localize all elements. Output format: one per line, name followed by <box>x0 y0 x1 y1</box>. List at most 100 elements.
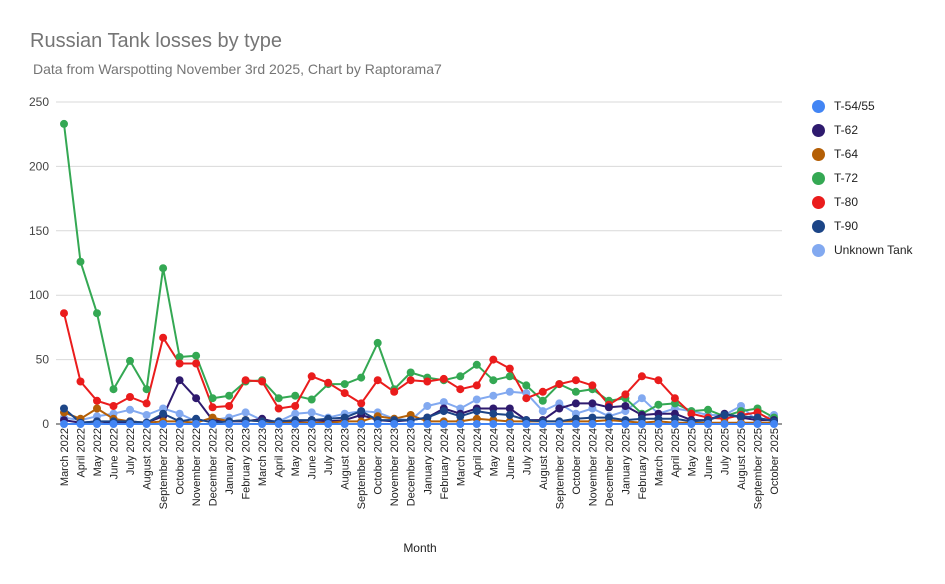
data-point[interactable] <box>737 420 745 428</box>
data-point[interactable] <box>340 389 349 398</box>
data-point[interactable] <box>274 420 283 428</box>
data-point[interactable] <box>192 420 201 428</box>
data-point[interactable] <box>192 394 201 403</box>
data-point[interactable] <box>142 399 151 408</box>
data-point[interactable] <box>439 374 448 383</box>
data-point[interactable] <box>571 376 580 385</box>
data-point[interactable] <box>753 420 762 428</box>
data-point[interactable] <box>159 264 168 273</box>
data-point[interactable] <box>126 405 134 414</box>
data-point[interactable] <box>142 411 151 419</box>
data-point[interactable] <box>571 399 580 408</box>
data-point[interactable] <box>505 364 514 373</box>
data-point[interactable] <box>76 377 85 386</box>
data-point[interactable] <box>126 420 134 428</box>
data-point[interactable] <box>654 376 663 385</box>
data-point[interactable] <box>489 391 498 400</box>
data-point[interactable] <box>159 420 168 428</box>
data-point[interactable] <box>76 420 85 428</box>
data-point[interactable] <box>109 420 118 428</box>
legend-item[interactable]: T-90 <box>812 214 913 238</box>
legend-item[interactable]: T-54/55 <box>812 94 913 118</box>
data-point[interactable] <box>324 378 333 387</box>
data-point[interactable] <box>621 402 630 410</box>
data-point[interactable] <box>555 380 564 389</box>
data-point[interactable] <box>76 257 85 266</box>
data-point[interactable] <box>241 408 250 417</box>
data-point[interactable] <box>423 413 432 422</box>
data-point[interactable] <box>159 333 168 342</box>
data-point[interactable] <box>654 400 663 409</box>
data-point[interactable] <box>406 368 415 377</box>
data-point[interactable] <box>258 420 267 428</box>
data-point[interactable] <box>654 420 663 428</box>
data-point[interactable] <box>472 395 481 404</box>
data-point[interactable] <box>737 412 745 421</box>
data-point[interactable] <box>538 387 547 396</box>
data-point[interactable] <box>588 399 597 408</box>
data-point[interactable] <box>390 420 399 428</box>
data-point[interactable] <box>704 405 712 414</box>
data-point[interactable] <box>192 359 201 368</box>
data-point[interactable] <box>60 420 68 428</box>
data-point[interactable] <box>522 420 531 428</box>
data-point[interactable] <box>505 404 514 413</box>
data-point[interactable] <box>604 403 613 412</box>
data-point[interactable] <box>307 395 316 404</box>
data-point[interactable] <box>175 420 184 428</box>
data-point[interactable] <box>753 413 762 422</box>
data-point[interactable] <box>142 385 151 394</box>
data-point[interactable] <box>340 413 349 422</box>
data-point[interactable] <box>357 373 366 382</box>
data-point[interactable] <box>357 399 366 408</box>
data-point[interactable] <box>175 409 184 418</box>
data-point[interactable] <box>456 412 465 421</box>
data-point[interactable] <box>489 355 498 364</box>
data-point[interactable] <box>489 409 498 418</box>
data-point[interactable] <box>373 420 382 428</box>
data-point[interactable] <box>60 404 68 413</box>
data-point[interactable] <box>274 404 283 413</box>
data-point[interactable] <box>489 376 498 385</box>
data-point[interactable] <box>307 408 316 417</box>
data-point[interactable] <box>720 420 729 428</box>
legend-item[interactable]: T-64 <box>812 142 913 166</box>
data-point[interactable] <box>456 372 465 381</box>
data-point[interactable] <box>93 396 101 405</box>
data-point[interactable] <box>93 309 101 318</box>
data-point[interactable] <box>93 420 101 428</box>
data-point[interactable] <box>175 359 184 368</box>
data-point[interactable] <box>208 420 217 428</box>
data-point[interactable] <box>439 398 448 407</box>
data-point[interactable] <box>340 420 349 428</box>
data-point[interactable] <box>637 372 646 381</box>
data-point[interactable] <box>126 356 134 365</box>
data-point[interactable] <box>472 420 481 428</box>
data-point[interactable] <box>588 413 597 422</box>
data-point[interactable] <box>505 420 514 428</box>
data-point[interactable] <box>60 119 68 128</box>
data-point[interactable] <box>637 394 646 403</box>
data-point[interactable] <box>604 413 613 422</box>
data-point[interactable] <box>704 420 712 428</box>
data-point[interactable] <box>489 420 498 428</box>
data-point[interactable] <box>472 407 481 416</box>
data-point[interactable] <box>588 420 597 428</box>
data-point[interactable] <box>208 403 217 412</box>
data-point[interactable] <box>175 376 184 385</box>
data-point[interactable] <box>60 309 68 318</box>
legend-item[interactable]: T-72 <box>812 166 913 190</box>
data-point[interactable] <box>241 420 250 428</box>
data-point[interactable] <box>291 420 300 428</box>
data-point[interactable] <box>571 387 580 396</box>
data-point[interactable] <box>687 409 696 418</box>
data-point[interactable] <box>604 420 613 428</box>
data-point[interactable] <box>225 402 234 410</box>
data-point[interactable] <box>225 391 234 400</box>
data-point[interactable] <box>538 396 547 405</box>
data-point[interactable] <box>505 387 514 396</box>
data-point[interactable] <box>258 377 267 386</box>
data-point[interactable] <box>538 407 547 416</box>
data-point[interactable] <box>357 420 366 428</box>
data-point[interactable] <box>439 420 448 428</box>
